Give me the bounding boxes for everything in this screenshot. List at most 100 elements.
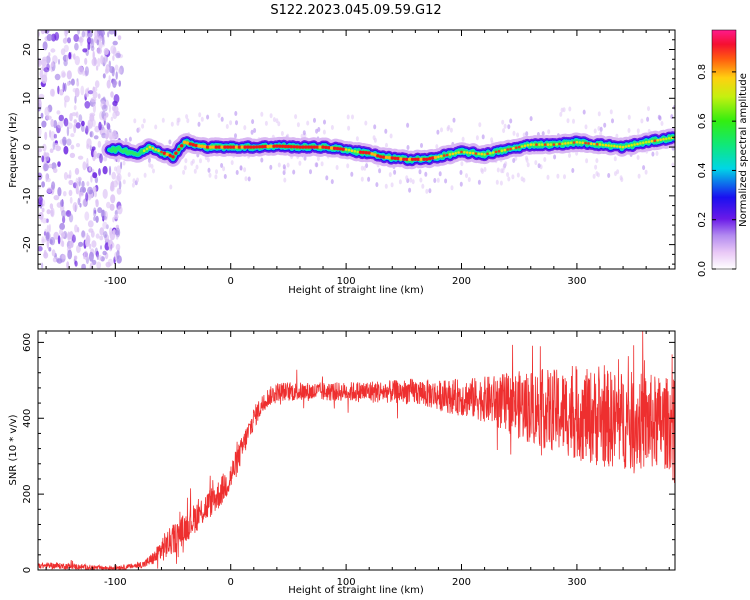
scatter-speckle	[315, 128, 319, 134]
noise-speckle	[117, 35, 122, 41]
noise-speckle	[77, 155, 84, 160]
scatter-speckle	[346, 114, 350, 120]
scatter-speckle	[481, 134, 485, 140]
noise-speckle	[49, 239, 53, 245]
scatter-speckle	[449, 127, 453, 133]
scatter-speckle	[436, 129, 440, 135]
noise-speckle	[109, 203, 115, 211]
scatter-speckle	[525, 157, 529, 163]
noise-speckle	[76, 80, 80, 87]
noise-speckle	[89, 262, 94, 269]
noise-speckle	[96, 39, 100, 46]
scatter-speckle	[537, 163, 541, 169]
noise-speckle	[112, 40, 118, 46]
scatter-speckle	[636, 155, 640, 160]
noise-speckle	[108, 165, 112, 176]
noise-speckle	[110, 116, 114, 122]
ridge-core-point	[569, 141, 573, 145]
x-tick-label: 200	[452, 577, 471, 588]
noise-speckle	[96, 261, 102, 269]
scatter-speckle	[243, 167, 247, 173]
ridge-core-point	[358, 150, 363, 154]
scatter-speckle	[384, 183, 388, 189]
scatter-speckle	[640, 118, 644, 124]
ridge-core-point	[249, 145, 253, 149]
scatter-speckle	[282, 164, 286, 170]
scatter-speckle	[597, 111, 601, 117]
noise-speckle	[99, 153, 103, 164]
noise-speckle	[110, 91, 114, 98]
noise-speckle	[115, 243, 121, 251]
noise-speckle	[106, 201, 111, 209]
noise-speckle	[106, 122, 109, 127]
scatter-speckle	[320, 161, 324, 167]
noise-speckle	[103, 156, 108, 162]
scatter-speckle	[585, 158, 589, 164]
scatter-speckle	[152, 168, 155, 174]
noise-speckle	[116, 187, 122, 195]
x-tick-label: 300	[567, 276, 586, 287]
scatter-speckle	[512, 130, 516, 136]
ridge-core-point	[252, 145, 256, 149]
noise-speckle	[101, 132, 107, 139]
noise-speckle	[116, 165, 122, 176]
ridge-core-point	[171, 155, 175, 159]
ridge-core-point	[280, 144, 285, 148]
noise-speckle	[84, 57, 88, 65]
ridge-core-point	[353, 150, 357, 153]
noise-speckle	[41, 120, 47, 128]
noise-speckle	[69, 152, 76, 158]
ridge-core-point	[182, 140, 187, 144]
ridge-core-point	[468, 151, 472, 155]
noise-speckle	[87, 220, 94, 228]
scatter-speckle	[363, 165, 367, 171]
ridge-core-point	[653, 139, 657, 142]
scatter-speckle	[243, 125, 247, 131]
ridge-core-point	[578, 141, 582, 144]
scatter-speckle	[459, 181, 463, 187]
noise-speckle	[64, 32, 68, 42]
scatter-speckle	[475, 135, 479, 141]
scatter-speckle	[613, 156, 617, 162]
noise-speckle	[74, 224, 78, 233]
ridge-core-point	[272, 144, 276, 148]
scatter-speckle	[275, 118, 279, 124]
noise-speckle	[44, 131, 48, 141]
scatter-speckle	[133, 118, 137, 124]
ridge-core-point	[269, 144, 273, 148]
ridge-core-point	[471, 151, 475, 155]
scatter-speckle	[646, 116, 650, 122]
scatter-speckle	[506, 172, 510, 178]
ridge-core-point	[240, 145, 244, 149]
noise-speckle	[105, 63, 110, 74]
scatter-speckle	[503, 123, 507, 129]
scatter-speckle	[169, 184, 173, 190]
scatter-speckle	[627, 114, 631, 120]
ridge-core-point	[621, 145, 625, 149]
snr-xlabel: Height of straight line (km)	[288, 585, 424, 596]
ridge-core-point	[379, 155, 383, 159]
noise-speckle	[93, 150, 97, 158]
noise-speckle	[49, 203, 54, 210]
ridge-core-point	[298, 145, 302, 149]
noise-speckle	[94, 80, 100, 88]
ridge-core-point	[203, 145, 207, 149]
ridge-core-point	[306, 145, 311, 149]
noise-speckle	[89, 130, 94, 138]
noise-speckle	[88, 166, 92, 172]
noise-speckle	[85, 234, 91, 245]
noise-speckle	[92, 91, 98, 99]
noise-speckle	[78, 114, 83, 123]
snr-series-line	[38, 331, 675, 570]
scatter-speckle	[502, 164, 506, 170]
ridge-core-point	[283, 144, 288, 149]
spectrogram-plot-area	[38, 30, 675, 269]
ridge-core	[142, 136, 675, 161]
noise-speckle	[112, 55, 115, 61]
noise-speckle	[63, 44, 69, 53]
noise-speckle	[84, 211, 90, 221]
noise-speckle	[116, 173, 122, 182]
ridge-core-point	[587, 142, 590, 145]
noise-speckle	[112, 47, 117, 56]
